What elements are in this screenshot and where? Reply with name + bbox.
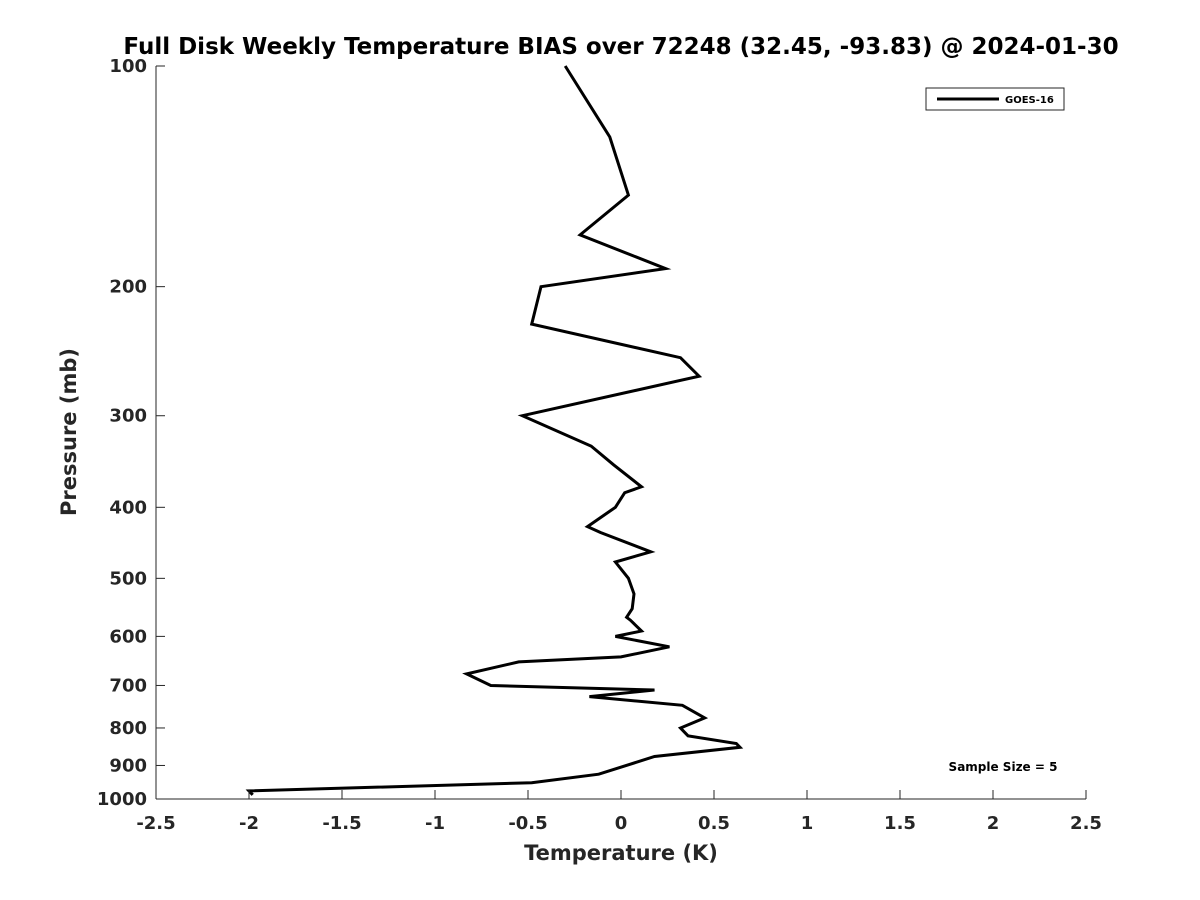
x-tick-label: 2 [987, 813, 1000, 834]
y-tick-label: 100 [109, 56, 147, 77]
axes-background [156, 66, 1086, 799]
x-tick-label: -1.5 [322, 813, 361, 834]
x-tick-label: -0.5 [508, 813, 547, 834]
x-tick-label: -2 [239, 813, 259, 834]
x-tick-label: 1 [801, 813, 814, 834]
plot-area: -2.5 -2 -1.5 -1 -0.5 0 0.5 1 1.5 2 2.5 100 200 300 40… [97, 56, 1102, 834]
legend: GOES-16 [925, 87, 1065, 111]
x-axis-label: Temperature (K) [524, 841, 718, 865]
x-tick-label: 2.5 [1070, 813, 1102, 834]
y-tick-label: 800 [109, 718, 147, 739]
y-tick-label: 900 [109, 755, 147, 776]
legend-entry-goes-16: GOES-16 [1005, 95, 1054, 106]
y-tick-label: 700 [109, 675, 147, 696]
x-tick-label: 0.5 [698, 813, 730, 834]
x-tick-label: -2.5 [136, 813, 175, 834]
y-axis-ticks: 100 200 300 400 500 600 700 800 900 1000 [97, 56, 165, 810]
x-tick-label: 0 [615, 813, 628, 834]
x-tick-label: 1.5 [884, 813, 916, 834]
x-tick-label: -1 [425, 813, 445, 834]
y-tick-label: 1000 [97, 789, 147, 810]
y-tick-label: 300 [109, 406, 147, 427]
x-axis-ticks: -2.5 -2 -1.5 -1 -0.5 0 0.5 1 1.5 2 2.5 [136, 790, 1102, 834]
series-layer [245, 65, 744, 796]
y-axis-label: Pressure (mb) [57, 348, 81, 516]
y-tick-label: 400 [109, 497, 147, 518]
chart-title: Full Disk Weekly Temperature BIAS over 7… [123, 34, 1118, 60]
y-tick-label: 500 [109, 568, 147, 589]
sample-size-annotation: Sample Size = 5 [949, 760, 1058, 774]
y-tick-label: 200 [109, 277, 147, 298]
series-line-goes-16 [245, 65, 744, 796]
y-tick-label: 600 [109, 626, 147, 647]
